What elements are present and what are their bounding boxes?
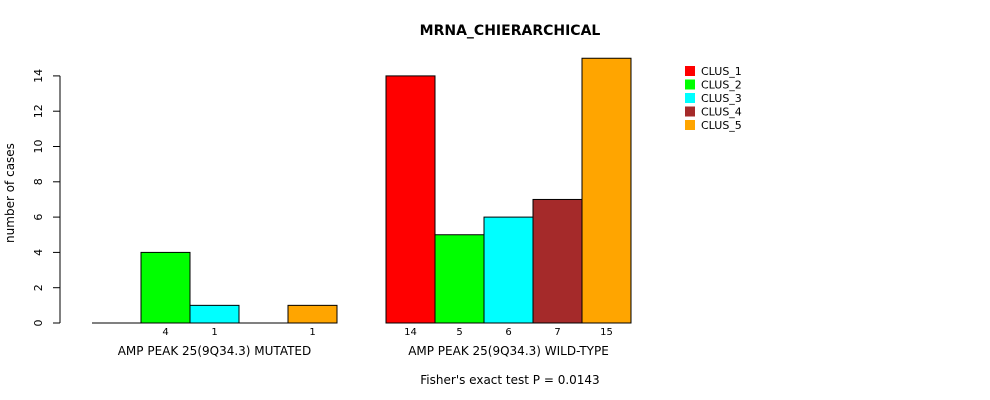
bar-value-label: 14 <box>404 327 417 338</box>
y-tick-label: 0 <box>32 320 45 327</box>
legend-swatch <box>685 93 695 103</box>
legend-swatch <box>685 66 695 76</box>
bars <box>92 57 632 324</box>
bar-clus5-group1 <box>287 304 338 324</box>
fisher-test-footer: Fisher's exact test P = 0.0143 <box>420 373 599 387</box>
legend-label: CLUS_5 <box>701 119 742 132</box>
y-tick-label: 8 <box>32 178 45 185</box>
bar-value-label: 7 <box>554 327 560 338</box>
legend-swatch <box>685 120 695 130</box>
bar-clus4-group2 <box>532 198 583 324</box>
bar-value-label: 4 <box>162 327 168 338</box>
legend-swatch <box>685 79 695 90</box>
y-tick-label: 2 <box>32 284 45 291</box>
y-tick-label: 6 <box>32 214 45 221</box>
group-label: AMP PEAK 25(9Q34.3) WILD-TYPE <box>408 344 609 358</box>
legend-label: CLUS_2 <box>701 79 742 92</box>
group-label: AMP PEAK 25(9Q34.3) MUTATED <box>118 344 312 358</box>
bar-clus3-group1 <box>189 304 240 324</box>
y-axis: 0 2 4 6 8 10 12 14 <box>32 69 61 327</box>
y-tick-label: 10 <box>32 140 45 154</box>
bar-clus2-group2 <box>434 234 485 324</box>
legend-swatch <box>685 106 695 117</box>
bar-clus1-group2 <box>385 75 436 324</box>
bar-value-labels: 4 1 1 14 5 6 7 15 <box>162 327 613 338</box>
bar-value-label: 15 <box>600 327 613 338</box>
bar-value-label: 6 <box>505 327 511 338</box>
legend-label: CLUS_4 <box>701 106 742 119</box>
bar-clus5-group2 <box>581 57 632 324</box>
bar-value-label: 5 <box>456 327 462 338</box>
legend-label: CLUS_1 <box>701 65 742 78</box>
y-tick-label: 14 <box>32 69 45 83</box>
y-tick-label: 4 <box>32 249 45 256</box>
bar-clus3-group2 <box>483 216 534 324</box>
group-labels: AMP PEAK 25(9Q34.3) MUTATED AMP PEAK 25(9… <box>118 344 609 358</box>
chart-title: MRNA_CHIERARCHICAL <box>420 23 601 39</box>
y-axis-label: number of cases <box>3 143 17 243</box>
bar-value-label: 1 <box>211 327 217 338</box>
legend-label: CLUS_3 <box>701 92 742 105</box>
bar-value-label: 1 <box>309 327 315 338</box>
y-tick-label: 12 <box>32 104 45 118</box>
bar-clus2-group1 <box>140 251 191 324</box>
